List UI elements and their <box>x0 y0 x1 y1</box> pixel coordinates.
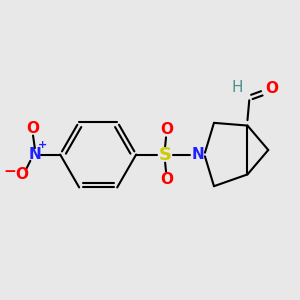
Text: H: H <box>232 80 243 95</box>
Text: N: N <box>191 147 204 162</box>
Text: O: O <box>26 121 40 136</box>
Text: +: + <box>38 140 48 151</box>
Text: −: − <box>3 164 16 179</box>
Text: O: O <box>15 167 28 182</box>
Text: O: O <box>266 81 278 96</box>
Text: S: S <box>159 146 172 164</box>
Text: N: N <box>28 147 41 162</box>
Text: O: O <box>160 122 173 137</box>
Text: O: O <box>160 172 173 188</box>
